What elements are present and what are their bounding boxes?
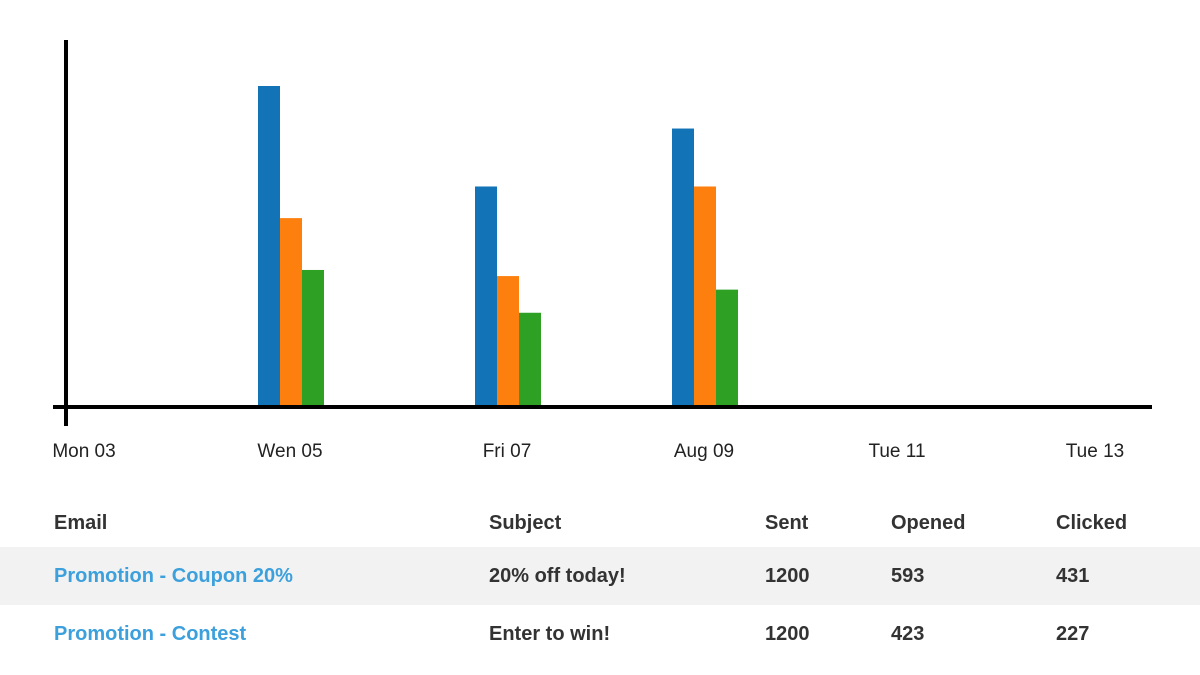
- table-header-row: Email Subject Sent Opened Clicked: [0, 495, 1200, 547]
- clicked-cell: 431: [1056, 565, 1090, 587]
- header-email: Email: [54, 512, 108, 534]
- bar-1-wen-05: [258, 86, 280, 405]
- header-sent: Sent: [765, 512, 809, 534]
- bars-group: [258, 86, 738, 406]
- x-tick-label: Wen 05: [257, 441, 322, 462]
- clicked-cell: 227: [1056, 623, 1090, 645]
- x-tick-label: Tue 11: [868, 441, 925, 462]
- campaign-link[interactable]: Promotion - Coupon 20%: [54, 565, 293, 587]
- bar-3-wen-05: [302, 269, 324, 405]
- bar-3-aug-09: [716, 289, 738, 405]
- subject-cell: Enter to win!: [489, 623, 611, 645]
- subject-cell: 20% off today!: [489, 565, 626, 587]
- x-tick-label: Tue 13: [1066, 441, 1124, 462]
- opened-cell: 593: [891, 565, 925, 587]
- x-tick-label: Fri 07: [483, 441, 532, 462]
- header-subject: Subject: [489, 512, 562, 534]
- x-tick-label: Mon 03: [52, 441, 115, 462]
- bar-2-fri-07: [497, 276, 519, 405]
- opened-cell: 423: [891, 623, 925, 645]
- sent-cell: 1200: [765, 623, 810, 645]
- bar-1-aug-09: [672, 128, 694, 406]
- campaign-table: Email Subject Sent Opened Clicked Promot…: [0, 495, 1200, 663]
- header-opened: Opened: [891, 512, 966, 534]
- bar-2-wen-05: [280, 218, 302, 405]
- campaign-link[interactable]: Promotion - Contest: [54, 623, 247, 645]
- header-clicked: Clicked: [1056, 512, 1128, 534]
- bar-1-fri-07: [475, 186, 497, 405]
- x-tick-labels: Mon 03 Wen 05 Fri 07 Aug 09 Tue 11 Tue 13: [52, 441, 1124, 462]
- bar-2-aug-09: [694, 186, 716, 405]
- x-tick-label: Aug 09: [674, 441, 734, 462]
- sent-cell: 1200: [765, 565, 810, 587]
- table-row[interactable]: Promotion - Contest Enter to win! 1200 4…: [0, 605, 1200, 663]
- table-row[interactable]: Promotion - Coupon 20% 20% off today! 12…: [0, 547, 1200, 605]
- bar-3-fri-07: [519, 312, 541, 405]
- email-stats-bar-chart: Mon 03 Wen 05 Fri 07 Aug 09 Tue 11 Tue 13: [52, 40, 1152, 462]
